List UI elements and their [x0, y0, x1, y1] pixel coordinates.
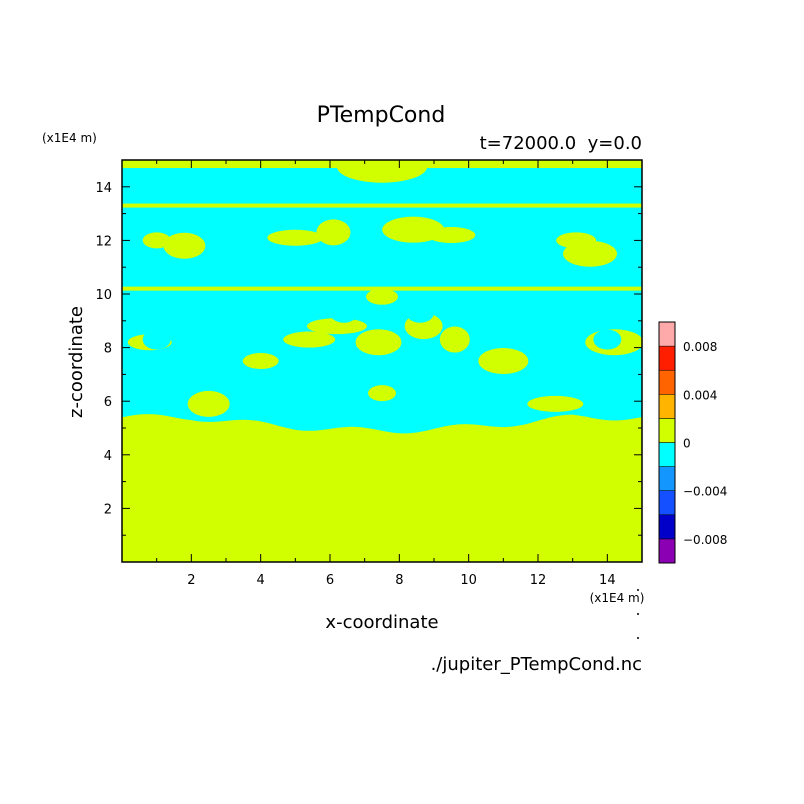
- y-tick-label: 12: [95, 234, 112, 249]
- field-positive-blob: [267, 229, 324, 246]
- colorbar-swatch: [658, 369, 676, 395]
- chart-subtitle: t=72000.0 y=0.0: [480, 133, 642, 154]
- field-positive-blob: [163, 232, 206, 259]
- x-axis-ticks: 2 4 6 8 10 12 14: [156, 160, 616, 588]
- colorbar-swatch: [658, 538, 676, 564]
- annotation-dot: [637, 613, 639, 615]
- field-positive-blob: [242, 353, 279, 369]
- y-tick-label: 14: [95, 181, 112, 196]
- field-positive-blob: [382, 216, 445, 243]
- field-positive-blob: [316, 219, 351, 246]
- field-negative-blob: [142, 329, 171, 350]
- colorbar-swatch: [658, 418, 676, 443]
- x-axis-label: x-coordinate: [325, 612, 438, 633]
- y-tick-label: 2: [104, 502, 112, 517]
- x-unit-label: (x1E4 m): [590, 591, 645, 605]
- colorbar-tick-label: 0.008: [683, 340, 717, 354]
- colorbar-swatch: [658, 345, 676, 371]
- colorbar-tick-label: 0: [683, 437, 691, 451]
- colorbar-swatch: [658, 442, 676, 467]
- colorbar-swatch: [658, 490, 676, 516]
- x-tick-label: 4: [257, 573, 265, 588]
- annotation-dot: [637, 637, 639, 639]
- colorbar-ticks: 0.008 0.004 0 −0.004 −0.008: [683, 340, 727, 547]
- y-tick-label: 6: [104, 395, 112, 410]
- field-positive-blob: [478, 348, 529, 374]
- colorbar-tick-label: 0.004: [683, 388, 717, 402]
- field-positive-blob: [283, 331, 336, 348]
- field-positive-blob: [187, 390, 230, 417]
- field-positive-streak: [122, 286, 642, 291]
- plot-frame: [121, 159, 643, 563]
- field-negative-blob: [593, 329, 622, 350]
- x-tick-label: 6: [326, 573, 334, 588]
- x-tick-label: 12: [530, 573, 547, 588]
- x-tick-label: 14: [599, 573, 616, 588]
- field-positive-streak: [122, 203, 642, 208]
- colorbar-swatch: [658, 466, 676, 491]
- y-tick-label: 10: [95, 288, 112, 303]
- field-positive-blob: [527, 395, 584, 412]
- colorbar-tick-label: −0.008: [683, 533, 727, 547]
- x-tick-label: 10: [460, 573, 477, 588]
- field-negative-blob: [406, 302, 435, 323]
- field-positive-blob: [355, 329, 402, 356]
- y-unit-label: (x1E4 m): [42, 131, 97, 145]
- x-tick-label: 8: [395, 573, 403, 588]
- chart-title: PTempCond: [317, 103, 446, 128]
- field-positive-blob: [563, 240, 617, 267]
- y-tick-label: 8: [104, 342, 112, 357]
- heatmap-field: [122, 160, 642, 562]
- colorbar-swatch: [658, 394, 676, 419]
- field-negative-blob: [329, 302, 358, 323]
- field-positive-blob: [366, 288, 398, 305]
- x-tick-label: 2: [187, 573, 195, 588]
- y-axis-ticks: 2 4 6 8 10 12 14: [95, 181, 642, 536]
- colorbar-swatch: [658, 514, 676, 540]
- colorbar: [658, 321, 676, 564]
- field-positive-blob: [306, 318, 367, 335]
- y-axis-label: z-coordinate: [66, 306, 87, 418]
- field-positive-blob: [439, 326, 470, 353]
- colorbar-frame: [658, 321, 676, 564]
- source-file-label: ./jupiter_PTempCond.nc: [431, 654, 642, 675]
- field-positive-bump: [336, 160, 428, 183]
- annotation-dot: [637, 589, 639, 591]
- field-positive-blob: [368, 385, 396, 402]
- y-tick-label: 4: [104, 449, 112, 464]
- colorbar-tick-label: −0.004: [683, 485, 727, 499]
- colorbar-swatch: [658, 321, 676, 347]
